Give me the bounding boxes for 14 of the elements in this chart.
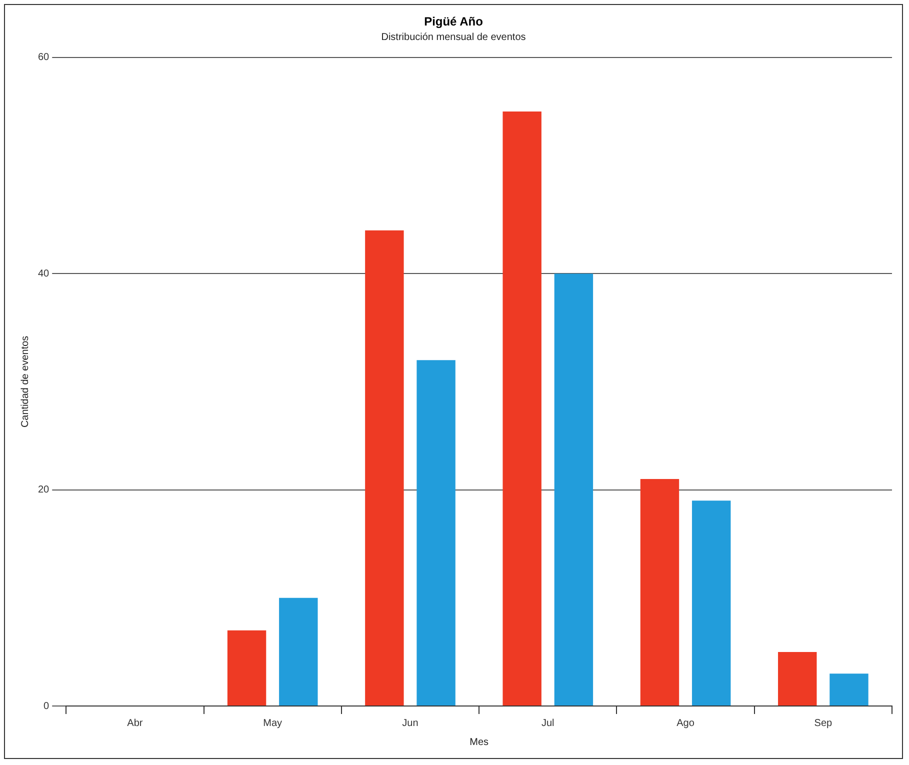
y-tick-label: 60 <box>38 52 50 64</box>
x-tick-label: May <box>263 718 282 729</box>
x-tick-label: Ago <box>676 718 695 729</box>
x-axis-title: Mes <box>470 736 489 748</box>
x-tick-label: Abr <box>127 718 144 729</box>
chart-title: Pigüé Año <box>424 14 483 29</box>
chart-subtitle: Distribución mensual de eventos <box>381 32 526 44</box>
y-tick-label: 20 <box>38 484 50 496</box>
x-tick-label: Jul <box>541 718 554 729</box>
y-tick-label: 40 <box>38 268 50 280</box>
y-tick-label: 0 <box>44 700 50 712</box>
x-tick-label: Jun <box>402 718 418 729</box>
y-axis-title: Cantidad de eventos <box>20 336 31 428</box>
x-tick-label: Sep <box>814 718 833 729</box>
